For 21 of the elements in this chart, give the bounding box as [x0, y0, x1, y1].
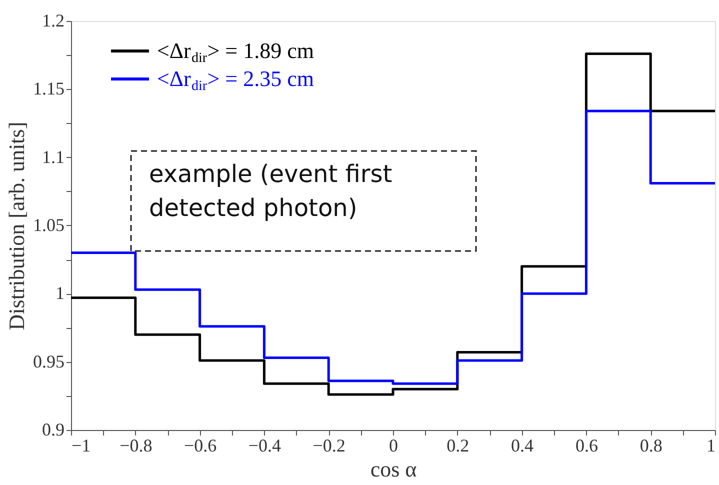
x-axis-title: cos α — [370, 456, 418, 482]
x-tick-label: −0.2 — [312, 436, 346, 456]
y-axis-title: Distribution [arb. units] — [4, 122, 29, 330]
x-tick-label: −0.4 — [248, 436, 282, 456]
x-tick-label: 0.6 — [575, 436, 598, 456]
x-tick-label: 0.8 — [640, 436, 662, 456]
x-tick-label: 0 — [389, 436, 398, 456]
y-tick-label: 0.95 — [33, 351, 64, 372]
y-tick-label: 1.05 — [33, 215, 64, 235]
y-tick-label: 0.9 — [42, 420, 64, 440]
y-tick-label: 1.2 — [42, 10, 64, 30]
x-tick-label: 0.4 — [511, 436, 534, 456]
x-tick-label: −1 — [72, 436, 91, 456]
annotation: example (event first detected photon) — [149, 160, 392, 222]
x-tick-label: 0.2 — [446, 436, 470, 456]
x-tick-label: 1 — [706, 436, 716, 456]
x-tick-label: −0.8 — [120, 436, 152, 456]
y-tick-label: 1.1 — [42, 146, 64, 167]
y-tick-label: 1.15 — [33, 78, 64, 99]
x-tick-label: −0.6 — [184, 436, 217, 456]
y-tick-label: 1 — [56, 283, 64, 304]
